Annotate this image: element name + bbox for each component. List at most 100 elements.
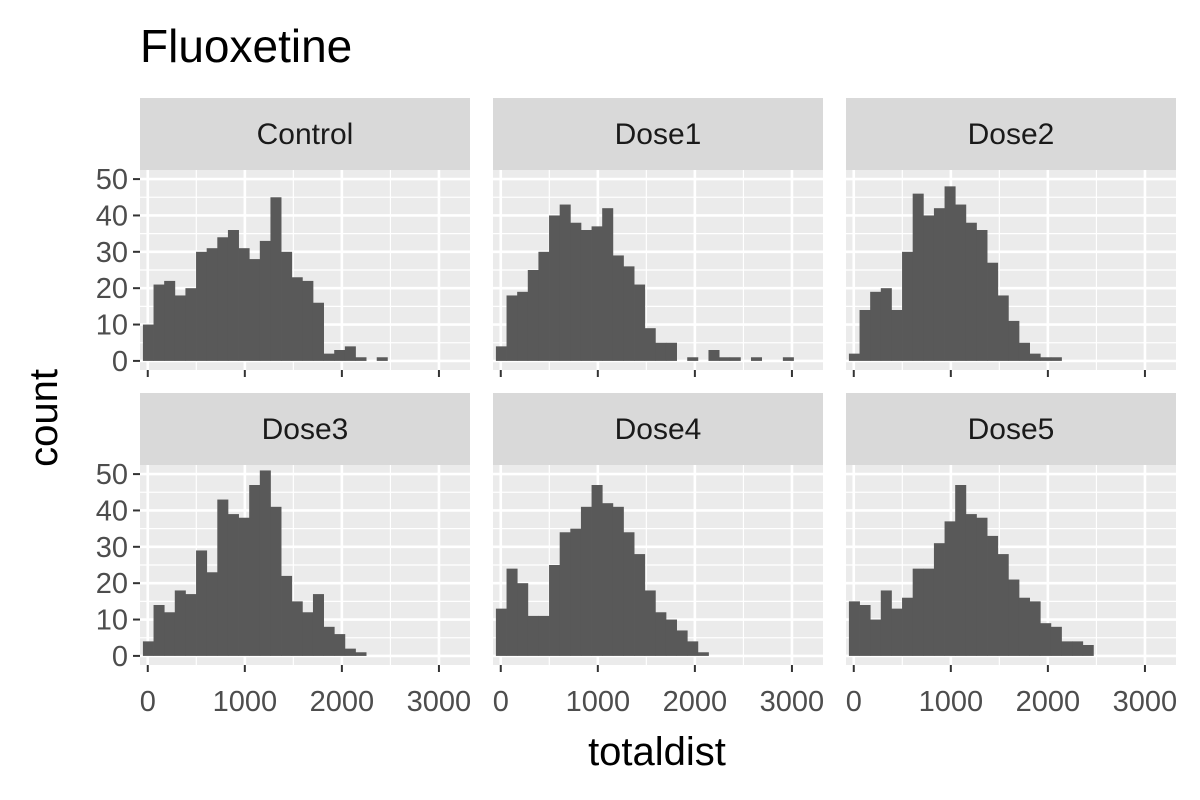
histogram-bar — [1050, 626, 1062, 656]
histogram-bar — [506, 295, 518, 361]
histogram-bar — [1061, 641, 1073, 656]
histogram-bar — [1018, 597, 1030, 656]
histogram-bar — [902, 251, 914, 361]
histogram-bar — [944, 186, 956, 361]
histogram-bar — [302, 612, 314, 656]
histogram-bar — [164, 280, 176, 361]
histogram-bar — [987, 535, 999, 656]
histogram-bar — [1040, 357, 1052, 361]
histogram-bar — [912, 568, 924, 656]
facet-strip-label: Dose4 — [615, 413, 702, 446]
histogram-bar — [185, 288, 197, 361]
chart-title: Fluoxetine — [140, 20, 352, 72]
histogram-bar — [334, 350, 346, 361]
histogram-bar — [580, 506, 592, 656]
facet-strip-label: Dose2 — [968, 118, 1055, 151]
histogram-bar — [517, 583, 529, 656]
histogram-bar — [719, 357, 731, 361]
facet-strip — [140, 98, 470, 170]
histogram-bar — [912, 193, 924, 361]
x-tick-label: 2000 — [310, 686, 375, 718]
histogram-bar — [323, 626, 335, 656]
histogram-bar — [506, 568, 518, 656]
y-tick-label: 20 — [96, 273, 128, 305]
histogram-bar — [602, 503, 614, 656]
histogram-bar — [355, 357, 367, 361]
histogram-bar — [312, 302, 324, 361]
y-tick-label: 50 — [96, 459, 128, 491]
histogram-bar — [655, 612, 667, 656]
x-tick-label: 0 — [846, 686, 862, 718]
histogram-bar — [291, 277, 303, 361]
histogram-bar — [206, 248, 218, 361]
histogram-bar — [697, 652, 709, 656]
histogram-bar — [997, 554, 1009, 656]
histogram-bar — [217, 237, 229, 361]
histogram-bar — [644, 590, 656, 656]
histogram-bar — [142, 324, 154, 361]
x-tick-label: 1000 — [919, 686, 984, 718]
x-tick-label: 3000 — [1113, 686, 1178, 718]
facet-strip — [493, 393, 823, 465]
histogram-bar — [344, 648, 356, 656]
histogram-bar — [1082, 645, 1094, 656]
facet-dose2: Dose2 — [846, 98, 1176, 377]
histogram-bar — [644, 328, 656, 361]
histogram-bar — [1008, 579, 1020, 656]
histogram-bar — [376, 357, 388, 361]
x-tick-label: 3000 — [407, 686, 472, 718]
histogram-bar — [1018, 342, 1030, 361]
histogram-bar — [859, 310, 871, 361]
histogram-bar — [923, 568, 935, 656]
histogram-bar — [249, 485, 261, 656]
x-tick-label: 0 — [493, 686, 509, 718]
histogram-bar — [612, 506, 624, 656]
histogram-bar — [634, 554, 646, 656]
histogram-bar — [174, 590, 186, 656]
histogram-bar — [549, 215, 561, 361]
facet-strip — [493, 98, 823, 170]
x-tick-label: 1000 — [213, 686, 278, 718]
x-tick-label: 1000 — [566, 686, 631, 718]
histogram-bar — [249, 259, 261, 361]
histogram-bar — [549, 565, 561, 656]
histogram-bar — [602, 208, 614, 361]
histogram-bar — [153, 605, 165, 656]
histogram-bar — [902, 597, 914, 656]
histogram-bar — [848, 353, 860, 361]
histogram-bar — [153, 284, 165, 361]
histogram-bar — [323, 353, 335, 361]
histogram-bar — [196, 550, 208, 656]
histogram-bar — [142, 641, 154, 656]
histogram-bar — [355, 652, 367, 656]
x-axis-title: totaldist — [588, 730, 726, 774]
histogram-bar — [955, 485, 967, 656]
facet-dose1: Dose1 — [493, 98, 823, 377]
histogram-bar — [1029, 353, 1041, 361]
histogram-bar — [665, 619, 677, 656]
histogram-bar — [623, 532, 635, 656]
histogram-bar — [334, 634, 346, 656]
histogram-bar — [238, 517, 250, 656]
facet-dose3: Dose3 0 10 20 30 40 50 0 1000 2000 3000 — [96, 393, 471, 718]
histogram-bar — [570, 528, 582, 656]
histogram-bar — [1072, 641, 1084, 656]
facet-strip-label: Dose3 — [262, 413, 349, 446]
histogram-bar — [580, 230, 592, 361]
histogram-bar — [185, 594, 197, 656]
histogram-bar — [270, 506, 282, 656]
histogram-bar — [570, 222, 582, 361]
histogram-bar — [891, 310, 903, 361]
facet-strip-label: Dose5 — [968, 413, 1055, 446]
histogram-bar — [1040, 623, 1052, 656]
y-tick-label: 20 — [96, 568, 128, 600]
histogram-bar — [238, 248, 250, 361]
histogram-bar — [891, 608, 903, 656]
histogram-bar — [1008, 320, 1020, 361]
y-tick-label: 50 — [96, 164, 128, 196]
histogram-bar — [281, 251, 293, 361]
histogram-bar — [559, 532, 571, 656]
histogram-bar — [164, 612, 176, 656]
histogram-bar — [1029, 601, 1041, 656]
histogram-bar — [880, 288, 892, 361]
